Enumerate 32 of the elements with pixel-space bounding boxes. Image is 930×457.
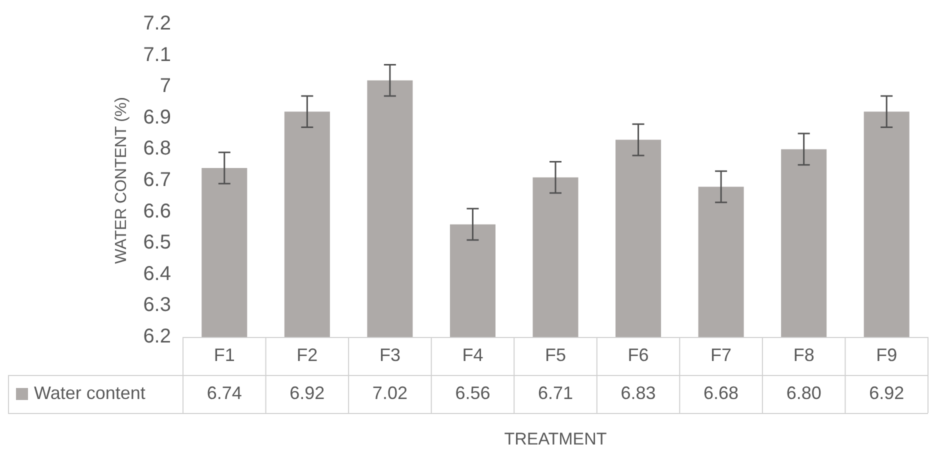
data-label: 6.71 — [538, 382, 574, 403]
y-tick-label: 6.6 — [143, 200, 171, 222]
x-tick-label: F1 — [214, 344, 235, 365]
data-label: 6.74 — [206, 382, 242, 403]
data-label: 6.68 — [704, 382, 739, 403]
y-tick-label: 7.1 — [143, 44, 171, 66]
y-tick-label: 6.7 — [143, 169, 171, 192]
data-label: 6.80 — [786, 382, 822, 403]
data-label: 6.83 — [620, 382, 656, 403]
y-axis-title: WATER CONTENT (%) — [113, 97, 130, 264]
x-tick-label: F7 — [710, 344, 732, 365]
x-axis-title: TREATMENT — [504, 430, 607, 449]
data-label: 7.02 — [372, 382, 408, 403]
x-tick-label: F9 — [876, 344, 898, 365]
y-tick-label: 6.9 — [143, 106, 171, 128]
data-label: 6.92 — [290, 382, 325, 403]
legend-label: Water content — [34, 382, 146, 403]
x-tick-label: F8 — [793, 344, 814, 365]
y-tick-label: 7.2 — [143, 12, 171, 35]
x-tick-label: F2 — [296, 344, 318, 365]
x-tick-label: F6 — [628, 344, 649, 365]
x-tick-label: F5 — [544, 344, 566, 365]
x-tick-label: F3 — [379, 344, 400, 365]
y-tick-label: 6.2 — [143, 326, 171, 348]
data-label: 6.92 — [869, 382, 904, 403]
y-tick-label: 6.5 — [143, 232, 171, 254]
y-tick-label: 7 — [160, 75, 171, 98]
y-tick-label: 6.8 — [143, 138, 171, 160]
y-tick-label: 6.3 — [143, 294, 171, 316]
y-tick-label: 6.4 — [143, 262, 171, 285]
x-tick-label: F4 — [462, 344, 484, 365]
data-label: 6.56 — [455, 382, 490, 403]
